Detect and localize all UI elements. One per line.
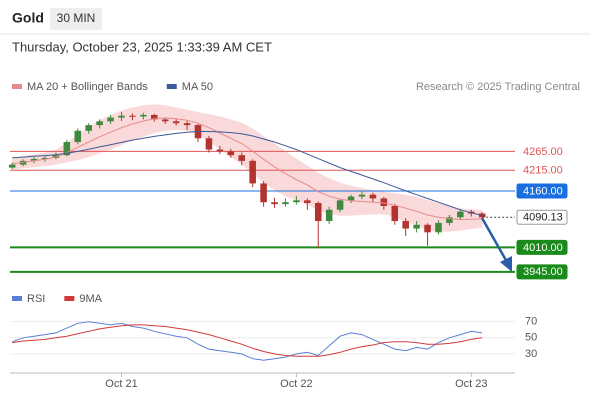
x-tick-label: Oct 21 (105, 378, 137, 390)
candle-body (402, 221, 409, 229)
candle-body (358, 194, 366, 197)
candle-body (118, 115, 125, 118)
candle-body (478, 213, 486, 218)
candle-body (183, 123, 191, 126)
candle-body (74, 130, 82, 143)
x-tick-label: Oct 23 (455, 378, 487, 390)
level-label-box (516, 264, 568, 280)
datetime: Thursday, October 23, 2025 1:33:39 AM CE… (12, 39, 272, 54)
timeframe-box (50, 8, 102, 30)
candle-body (336, 200, 344, 210)
candle-body (271, 202, 278, 205)
candle-body (41, 157, 49, 159)
candle-body (151, 114, 158, 120)
candle-body (205, 138, 213, 150)
candle-body (413, 224, 420, 229)
legend-swatch (12, 296, 22, 301)
candle-body (249, 160, 256, 184)
y-tick-label: 50 (525, 332, 537, 344)
candle-body (227, 151, 235, 156)
y-tick-label: 30 (525, 348, 537, 360)
timeframe: 30 MIN (57, 11, 96, 25)
legend-label: MA 50 (182, 81, 213, 93)
candle-body (391, 205, 399, 222)
candle-body (63, 142, 71, 156)
level-label: 4215.00 (523, 165, 563, 177)
candle-body (457, 211, 464, 218)
candle-body (238, 155, 246, 161)
candle-body (96, 121, 103, 126)
candle-body (260, 183, 267, 203)
candle-body (161, 119, 169, 122)
symbol: Gold (12, 10, 44, 26)
bollinger-band (12, 104, 483, 232)
level-label-box (516, 239, 568, 255)
level-label: 4010.00 (523, 242, 563, 254)
level-label: 4090.13 (523, 212, 563, 224)
candle-body (380, 198, 388, 206)
candle-body (172, 121, 180, 124)
candle-body (85, 125, 92, 131)
candle-body (314, 202, 322, 222)
y-tick-label: 70 (525, 316, 537, 328)
legend-label: 9MA (79, 293, 102, 305)
level-label-box (516, 183, 568, 199)
credit: Research © 2025 Trading Central (416, 81, 580, 93)
legend-swatch (64, 296, 75, 301)
legend-swatch (12, 84, 22, 89)
candle-body (424, 224, 431, 233)
legend-label: RSI (27, 293, 45, 305)
candle-body (140, 114, 147, 117)
candle-body (282, 202, 289, 205)
level-label: 4265.00 (523, 146, 563, 158)
x-tick-label: Oct 22 (280, 378, 312, 390)
candle-body (52, 155, 60, 158)
legend-swatch (166, 84, 177, 89)
candle-body (325, 209, 333, 222)
candle-body (216, 149, 224, 152)
ma-line (12, 117, 483, 221)
candle-body (293, 200, 300, 203)
level-label-box (516, 209, 568, 225)
indicator-line (12, 321, 483, 361)
candle-body (347, 196, 355, 201)
ma-line (12, 131, 483, 216)
candle-body (129, 115, 136, 117)
candle-body (30, 158, 38, 161)
candle-body (8, 164, 16, 168)
candle-body (435, 222, 442, 233)
candle-body (304, 200, 311, 203)
indicator-line (12, 324, 483, 357)
candle-body (107, 117, 114, 122)
level-label: 4160.00 (523, 185, 563, 197)
level-label: 3945.00 (523, 266, 563, 278)
candle-body (369, 194, 377, 199)
legend-label: MA 20 + Bollinger Bands (27, 81, 148, 93)
candle-body (446, 217, 453, 223)
projection-arrow (480, 217, 512, 272)
